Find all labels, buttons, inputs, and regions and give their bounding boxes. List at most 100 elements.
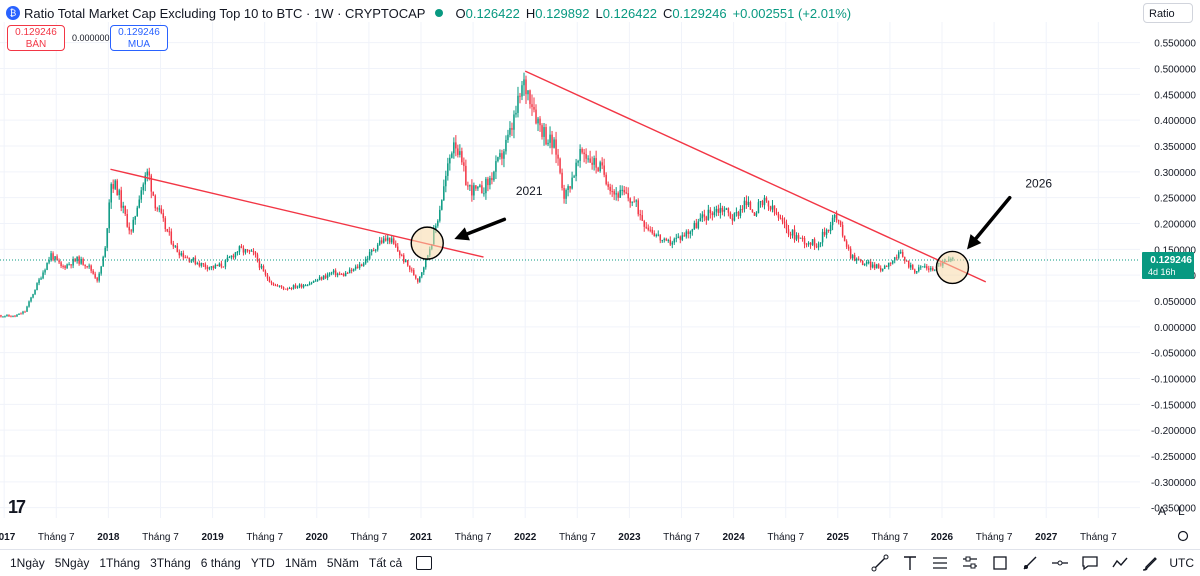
buy-button[interactable]: 0.129246 MUA [110,25,168,51]
tradingview-logo-icon[interactable]: 17 [8,497,26,517]
timezone-button[interactable]: UTC [1169,556,1194,570]
buy-price: 0.129246 [118,27,160,38]
candle-body [80,258,82,264]
chart-area[interactable]: 2021 2026 0.550000 0.500000 0.450000 0.40000… [0,0,1200,549]
candle-body [803,238,806,245]
candle-body [202,263,205,265]
candle-body [751,209,754,213]
text-tool-icon[interactable] [895,550,925,576]
symbol-title[interactable]: Ratio Total Market Cap Excluding Top 10 … [24,5,426,21]
last-price-tag[interactable] [1142,252,1194,280]
log-scale-button[interactable]: L [1178,504,1185,518]
range-5y-button[interactable]: 5Năm [326,556,359,570]
candle-body [928,268,930,270]
candle-body [721,207,724,212]
candle-body [877,264,880,268]
go-to-date-icon[interactable] [416,556,433,570]
candle-body [539,118,541,126]
candle-body [667,240,670,242]
candle-body [543,127,545,137]
horizontal-line-tool-icon[interactable] [1045,550,1075,576]
candle-body [455,142,457,149]
candle-body [603,165,605,175]
auto-scale-button[interactable]: A [1158,504,1167,518]
candle-body [533,106,535,110]
candle-body [44,269,46,273]
candle-body [763,197,766,206]
sell-button[interactable]: 0.129246 BÁN [7,25,65,51]
range-5d-button[interactable]: 5Ngày [54,556,90,570]
candle-body [503,151,505,159]
trendline-tool-icon[interactable] [865,550,895,576]
position-tool-icon[interactable] [955,550,985,576]
range-ytd-button[interactable]: YTD [250,556,275,570]
path-tool-icon[interactable] [1105,550,1135,576]
candle-body [467,185,469,187]
annotation-label-2[interactable]: 2026 [1025,176,1052,190]
range-1y-button[interactable]: 1Năm [284,556,317,570]
candle-body [669,240,672,245]
candle-body [737,212,740,216]
x-tick-label: 2019 [201,532,224,543]
annotation-label-1[interactable]: 2021 [516,184,543,198]
candle-body [24,311,26,313]
candle-body [84,264,86,267]
candle-body [725,208,728,210]
candle-body [887,262,890,267]
highlight-circle-2[interactable] [935,250,970,285]
candle-body [272,283,275,286]
candle-body [270,282,273,284]
annotation-arrow-2[interactable] [974,195,1012,241]
candle-body [22,311,24,314]
callout-tool-icon[interactable] [1075,550,1105,576]
candle-body [20,313,22,315]
brush-tool-icon[interactable] [1135,550,1165,576]
range-1m-button[interactable]: 1Tháng [99,556,141,570]
candle-body [775,212,778,215]
candle-body [531,104,533,107]
candle-body [527,90,529,95]
candle-body [651,229,653,234]
range-3m-button[interactable]: 3Tháng [150,556,191,570]
candle-body [14,315,16,317]
candle-body [615,193,617,195]
candle-body [699,218,702,222]
annotation-arrow-1[interactable] [465,217,507,236]
candle-body [352,268,355,271]
candle-body [761,201,764,206]
candle-body [649,229,651,231]
candle-body [280,285,283,288]
candle-body [569,186,571,189]
candle-body [451,153,453,158]
trendline-2[interactable] [524,70,987,283]
fib-tool-icon[interactable] [925,550,955,576]
x-tick-label: 2020 [306,532,329,543]
candle-body [797,235,800,239]
last-price-tag-value: 0.129246 [1150,255,1192,266]
candle-body [739,209,742,216]
candle-body [881,268,884,271]
candle-body [483,193,485,195]
candle-body [144,175,146,185]
candle-body [362,263,365,266]
candle-body [158,208,161,210]
ray-tool-icon[interactable] [1015,550,1045,576]
rectangle-tool-icon[interactable] [985,550,1015,576]
candle-body [248,249,251,252]
candle-body [10,316,12,318]
candle-body [673,238,676,243]
candle-body [934,269,936,271]
range-all-button[interactable]: Tất cả [368,556,403,570]
range-1d-button[interactable]: 1Ngày [10,556,45,570]
candle-body [258,261,261,268]
candle-body [567,186,569,191]
y-tick-label: 0.250000 [1154,194,1196,205]
candle-body [46,262,48,270]
highlight-circle-1[interactable] [410,226,444,260]
scale-mode-button[interactable]: Ratio [1143,3,1193,23]
range-6m-button[interactable]: 6 tháng [200,556,241,570]
axis-settings-icon[interactable] [1177,530,1189,542]
candle-body [731,218,734,221]
candle-body [777,214,780,218]
candle-body [553,139,555,148]
